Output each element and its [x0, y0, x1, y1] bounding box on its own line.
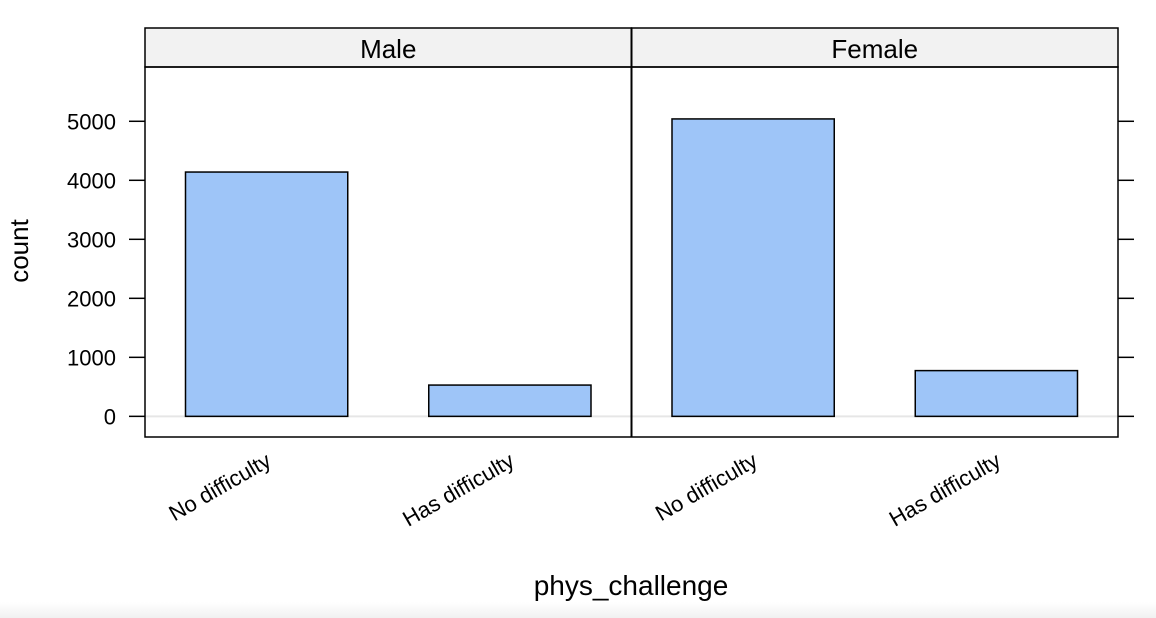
- y-tick-label-0: 0: [104, 404, 116, 429]
- y-tick-label-3: 3000: [67, 227, 116, 252]
- x-tick-label-0-0: No difficulty: [164, 448, 275, 526]
- strip-1: [630, 27, 1119, 68]
- bar-0-1: [428, 384, 592, 418]
- x-axis-title: phys_challenge: [534, 570, 729, 601]
- y-tick-label-2: 2000: [67, 286, 116, 311]
- x-tick-label-1-1: Has difficulty: [885, 448, 1005, 532]
- strip-label-0: Male: [360, 34, 416, 64]
- y-tick-label-1: 1000: [67, 345, 116, 370]
- bar-0-0: [184, 171, 349, 418]
- x-tick-label-1-0: No difficulty: [651, 448, 762, 526]
- y-axis-title: count: [4, 218, 34, 282]
- bar-1-1: [914, 369, 1079, 418]
- bottom-fade: [0, 602, 1156, 618]
- strip-0: [144, 27, 633, 68]
- y-tick-label-5: 5000: [67, 109, 116, 134]
- y-tick-label-4: 4000: [67, 168, 116, 193]
- bar-1-0: [671, 118, 835, 418]
- x-tick-label-0-1: Has difficulty: [398, 448, 518, 532]
- strip-label-1: Female: [831, 34, 918, 64]
